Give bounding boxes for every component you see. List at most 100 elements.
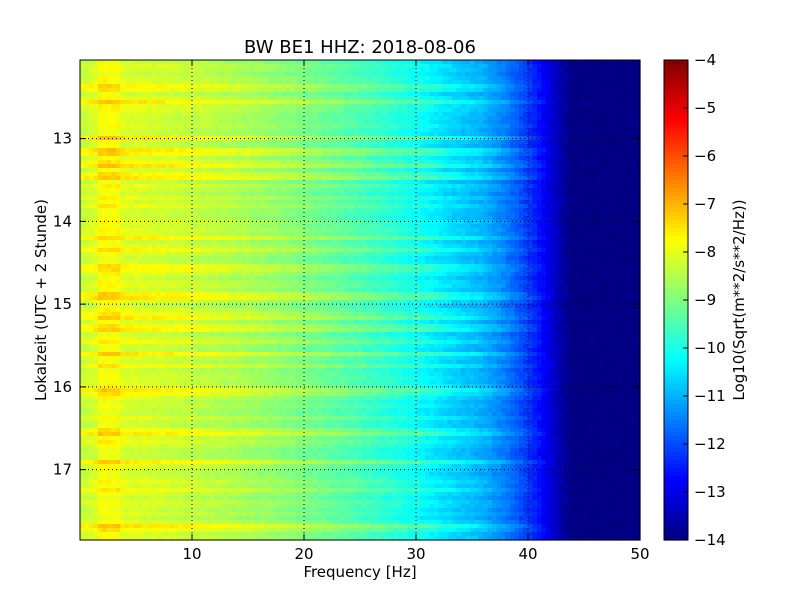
heatmap-cell [200,100,207,105]
heatmap-cell [263,188,269,193]
heatmap-cell [380,100,386,105]
heatmap-cell [151,196,157,201]
heatmap-cell [599,76,605,81]
heatmap-cell [241,60,247,65]
heatmap-cell [84,180,90,185]
heatmap-cell [523,184,529,189]
heatmap-cell [124,112,130,117]
heatmap-cell [151,136,157,141]
heatmap-cell [339,160,345,165]
heatmap-cell [304,164,310,169]
heatmap-cell [263,148,269,153]
heatmap-cell [510,72,516,77]
heatmap-cell [357,68,363,73]
heatmap-cell [505,188,511,193]
heatmap-cell [272,68,278,73]
heatmap-cell [407,208,413,213]
heatmap-cell [227,200,233,205]
heatmap-cell [133,120,139,125]
heatmap-cell [550,108,556,113]
heatmap-cell [407,112,413,117]
heatmap-cell [492,176,498,181]
heatmap-cell [241,68,247,73]
heatmap-cell [290,120,296,125]
heatmap-cell [339,200,345,205]
heatmap-cell [277,84,283,89]
heatmap-cell [523,156,529,161]
heatmap-cell [151,92,157,97]
heatmap-cell [496,120,502,125]
heatmap-cell [438,168,444,173]
heatmap-cell [183,104,189,109]
heatmap-cell [559,208,565,213]
heatmap-cell [608,208,614,213]
heatmap-cell [366,180,372,185]
heatmap-cell [272,160,278,165]
heatmap-cell [496,136,502,141]
heatmap-cell [245,88,251,93]
heatmap-cell [514,124,520,129]
heatmap-cell [483,208,489,213]
heatmap-cell [165,160,171,165]
heatmap-cell [200,192,207,197]
heatmap-cell [115,208,121,213]
heatmap-cell [586,72,592,77]
heatmap-cell [572,96,578,101]
heatmap-cell [205,104,211,109]
heatmap-cell [169,200,175,205]
heatmap-cell [375,196,381,201]
heatmap-cell [88,152,95,157]
heatmap-cell [165,148,171,153]
heatmap-cell [438,156,444,161]
heatmap-cell [259,156,265,161]
heatmap-cell [133,104,139,109]
heatmap-cell [416,124,422,129]
heatmap-cell [227,204,233,209]
heatmap-cell [115,84,121,89]
heatmap-cell [277,100,283,105]
heatmap-cell [335,204,341,209]
heatmap-cell [398,104,404,109]
heatmap-cell [577,148,583,153]
heatmap-cell [290,116,296,121]
heatmap-cell [514,100,520,105]
heatmap-cell [523,80,529,85]
heatmap-cell [438,140,444,145]
heatmap-cell [536,76,543,81]
heatmap-cell [254,84,260,89]
heatmap-cell [263,128,269,133]
heatmap-cell [617,156,623,161]
heatmap-cell [138,208,144,213]
heatmap-cell [321,100,327,105]
heatmap-cell [120,112,126,117]
heatmap-cell [545,96,551,101]
heatmap-cell [487,60,493,65]
heatmap-cell [572,84,578,89]
heatmap-cell [317,208,323,213]
heatmap-cell [218,188,224,193]
heatmap-cell [335,144,341,149]
heatmap-cell [165,96,171,101]
heatmap-cell [483,140,489,145]
heatmap-cell [156,148,162,153]
heatmap-cell [227,112,233,117]
heatmap-cell [541,92,547,97]
heatmap-cell [124,160,130,165]
heatmap-cell [80,168,86,173]
heatmap-cell [407,128,413,133]
heatmap-cell [483,88,489,93]
heatmap-cell [272,144,278,149]
heatmap-cell [227,124,233,129]
heatmap-cell [326,176,332,181]
heatmap-cell [227,96,233,101]
heatmap-cell [451,132,457,137]
heatmap-cell [304,108,310,113]
heatmap-cell [187,112,193,117]
heatmap-cell [192,64,198,69]
heatmap-cell [456,208,462,213]
heatmap-cell [192,112,198,117]
heatmap-cell [277,132,283,137]
heatmap-cell [420,192,426,197]
heatmap-cell [393,148,399,153]
heatmap-cell [84,68,90,73]
